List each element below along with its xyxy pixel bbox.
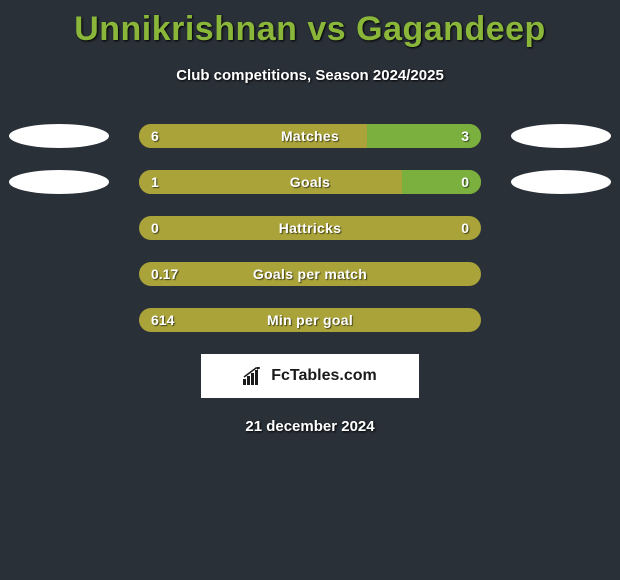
team-right-oval [511, 124, 611, 148]
stat-bar: 614Min per goal [139, 308, 481, 332]
stat-bar: 10Goals [139, 170, 481, 194]
stat-label: Matches [139, 124, 481, 148]
stat-label: Goals [139, 170, 481, 194]
stat-label: Goals per match [139, 262, 481, 286]
stat-label: Hattricks [139, 216, 481, 240]
page-subtitle: Club competitions, Season 2024/2025 [0, 67, 620, 84]
stat-bar: 63Matches [139, 124, 481, 148]
stat-row: 614Min per goal [0, 308, 620, 332]
stat-bar: 00Hattricks [139, 216, 481, 240]
stat-row: 00Hattricks [0, 216, 620, 240]
team-right-oval [511, 170, 611, 194]
date-text: 21 december 2024 [0, 418, 620, 435]
stat-row: 10Goals [0, 170, 620, 194]
team-left-oval [9, 170, 109, 194]
stat-label: Min per goal [139, 308, 481, 332]
team-left-oval [9, 124, 109, 148]
logo-text: FcTables.com [271, 367, 377, 385]
stat-bar: 0.17Goals per match [139, 262, 481, 286]
comparison-rows: 63Matches 10Goals 00Hattricks 0.17Goals per… [0, 124, 620, 332]
stat-row: 0.17Goals per match [0, 262, 620, 286]
page-title: Unnikrishnan vs Gagandeep [0, 0, 620, 49]
logo-box: FcTables.com [201, 354, 419, 398]
stat-row: 63Matches [0, 124, 620, 148]
chart-icon [243, 367, 265, 385]
